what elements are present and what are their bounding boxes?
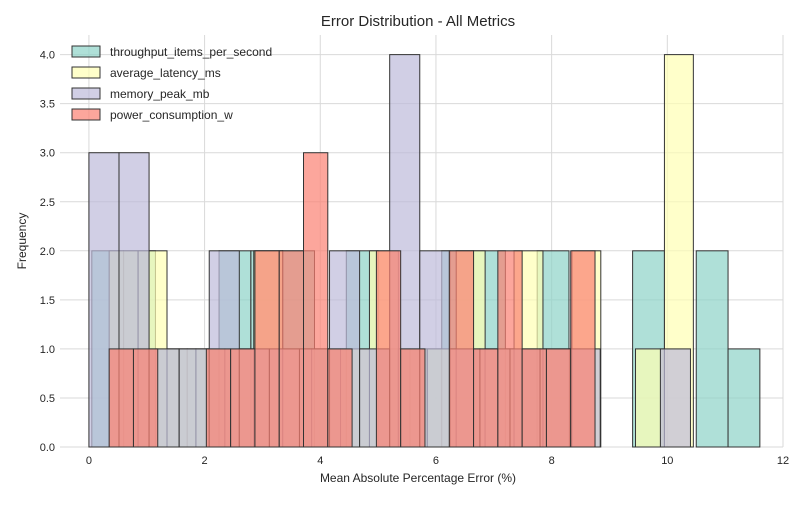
y-tick-label: 1.5	[40, 295, 55, 307]
bar-power_consumption_w	[132, 348, 159, 448]
bar-power_consumption_w	[497, 250, 523, 448]
x-tick-label: 0	[86, 455, 92, 467]
y-tick-label: 1.0	[40, 344, 55, 356]
bar-power_consumption_w	[570, 250, 596, 448]
y-tick-label: 3.5	[40, 99, 55, 111]
chart-title: Error Distribution - All Metrics	[321, 13, 515, 30]
legend-swatch	[71, 108, 101, 121]
legend-label: memory_peak_mb	[110, 87, 210, 101]
bar-power_consumption_w	[205, 348, 232, 448]
bar-throughput_items_per_second	[695, 250, 729, 448]
bar-power_consumption_w	[278, 250, 305, 448]
bar-power_consumption_w	[230, 348, 256, 448]
x-tick-label: 12	[777, 455, 789, 467]
y-tick-label: 0.5	[40, 393, 55, 405]
bar-power_consumption_w	[254, 250, 280, 448]
bar-power_consumption_w	[108, 348, 134, 448]
bar-power_consumption_w	[375, 250, 402, 448]
x-tick-label: 8	[549, 455, 555, 467]
y-tick-label: 0.0	[40, 442, 55, 454]
bar-memory_peak_mb	[659, 348, 691, 448]
bar-power_consumption_w	[400, 348, 426, 448]
bar-power_consumption_w	[521, 348, 547, 448]
bar-throughput_items_per_second	[727, 348, 761, 448]
bar-power_consumption_w	[448, 250, 475, 448]
x-tick-label: 10	[661, 455, 673, 467]
bar-power_consumption_w	[473, 348, 499, 448]
legend: throughput_items_per_second average_laten…	[71, 45, 272, 122]
x-axis-ticks: 0 2 4 6 8 10 12	[86, 455, 789, 467]
bar-power_consumption_w	[327, 348, 353, 448]
bars	[88, 54, 761, 448]
y-tick-label: 3.0	[40, 148, 55, 160]
legend-swatch	[71, 87, 101, 100]
legend-swatch	[71, 66, 101, 79]
legend-swatch	[71, 45, 101, 58]
legend-label: throughput_items_per_second	[110, 45, 272, 59]
y-axis-label: Frequency	[15, 213, 29, 270]
y-axis-ticks: 0.0 0.5 1.0 1.5 2.0 2.5 3.0 3.5 4.0	[40, 50, 55, 454]
legend-label: average_latency_ms	[110, 66, 221, 80]
x-axis-label: Mean Absolute Percentage Error (%)	[320, 471, 516, 485]
bar-power_consumption_w	[545, 348, 572, 448]
y-tick-label: 2.5	[40, 197, 55, 209]
x-tick-label: 4	[317, 455, 323, 467]
x-tick-label: 6	[433, 455, 439, 467]
bar-memory_peak_mb	[178, 348, 210, 448]
y-tick-label: 4.0	[40, 50, 55, 62]
y-tick-label: 2.0	[40, 246, 55, 258]
bar-power_consumption_w	[303, 152, 329, 448]
x-tick-label: 2	[202, 455, 208, 467]
legend-label: power_consumption_w	[110, 108, 233, 122]
